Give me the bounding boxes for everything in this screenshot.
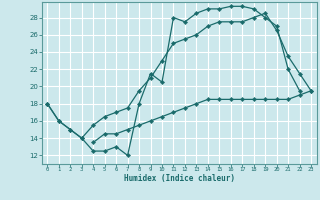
X-axis label: Humidex (Indice chaleur): Humidex (Indice chaleur): [124, 174, 235, 183]
